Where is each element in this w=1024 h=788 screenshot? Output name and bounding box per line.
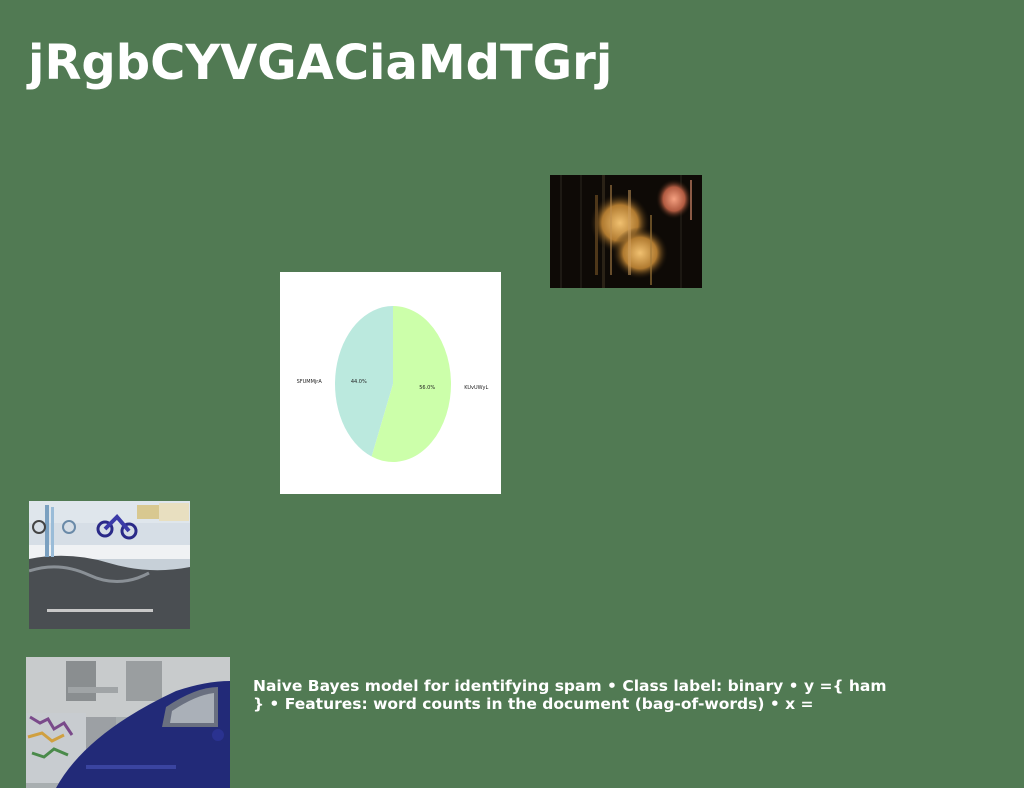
blue-beetle-car-photo — [26, 657, 230, 788]
pie-slice-KUvUWyL — [371, 306, 451, 462]
pie-pct-label-SFUMMjrA: 44.0% — [351, 379, 367, 385]
street-motorcycle-photo — [29, 501, 190, 629]
pie-pct-label-KUvUWyL: 56.0% — [419, 385, 435, 391]
slide-body-text: Naive Bayes model for identifying spam •… — [253, 677, 887, 713]
pie-slice-SFUMMjrA — [335, 306, 393, 457]
candle-lights-photo — [550, 175, 702, 288]
pie-chart: 44.0% SFUMMjrA 56.0% KUvUWyL — [280, 272, 501, 494]
slide-title: jRgbCYVGACiaMdTGrj — [28, 35, 613, 91]
pie-category-label-SFUMMjrA: SFUMMjrA — [297, 379, 323, 385]
pie-category-label-KUvUWyL: KUvUWyL — [464, 385, 488, 391]
